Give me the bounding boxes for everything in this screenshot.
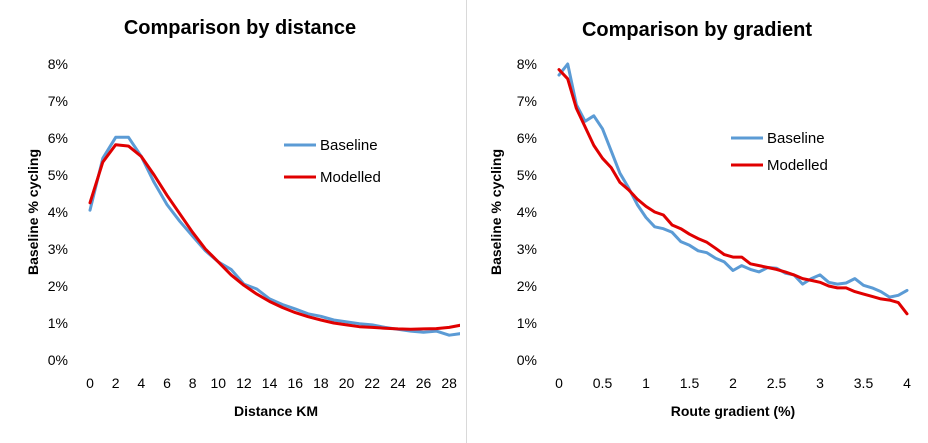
chart-title: Comparison by distance <box>124 17 356 39</box>
x-tick-label: 14 <box>262 375 278 391</box>
y-tick-label: 2% <box>517 278 537 294</box>
x-tick-label: 1 <box>642 375 650 391</box>
series-line-modelled <box>557 68 909 316</box>
y-tick-label: 2% <box>48 278 68 294</box>
y-tick-label: 8% <box>48 56 68 72</box>
y-tick-label: 0% <box>48 352 68 368</box>
x-tick-label: 8 <box>189 375 197 391</box>
y-tick-label: 5% <box>517 167 537 183</box>
gradient-chart: Comparison by gradient 0% 1% 2% 3% 4% 5% 6% 7% 8%… <box>488 19 911 419</box>
x-tick-label: 26 <box>416 375 432 391</box>
x-tick-label: 20 <box>339 375 355 391</box>
x-tick-label: 4 <box>903 375 911 391</box>
x-tick-label: 6 <box>163 375 171 391</box>
series-line-baseline <box>557 62 909 299</box>
distance-chart: Comparison by distance 0% 1% 2% 3% 4% 5% 6% 7% 8%… <box>25 17 460 419</box>
chart-panel-distance: Comparison by distance 0% 1% 2% 3% 4% 5% 6% 7% 8%… <box>0 0 460 443</box>
x-tick-label: 4 <box>137 375 145 391</box>
series-line-modelled <box>88 143 460 331</box>
y-tick-label: 7% <box>517 93 537 109</box>
y-tick-label: 4% <box>48 204 68 220</box>
x-tick-label: 24 <box>390 375 406 391</box>
y-axis-title: Baseline % cycling <box>488 149 504 275</box>
y-tick-label: 5% <box>48 167 68 183</box>
y-tick-label: 0% <box>517 352 537 368</box>
x-tick-label: 22 <box>364 375 380 391</box>
x-tick-label: 28 <box>441 375 457 391</box>
x-tick-label: 16 <box>287 375 303 391</box>
y-axis-title: Baseline % cycling <box>25 149 41 275</box>
x-tick-label: 18 <box>313 375 329 391</box>
x-tick-label: 0 <box>86 375 94 391</box>
legend-label-modelled: Modelled <box>767 157 828 174</box>
x-tick-label: 2 <box>729 375 737 391</box>
y-tick-label: 3% <box>48 241 68 257</box>
legend-label-modelled: Modelled <box>320 169 381 186</box>
y-tick-label: 8% <box>517 56 537 72</box>
chart-title: Comparison by gradient <box>582 19 812 41</box>
x-axis-title: Distance KM <box>234 403 318 419</box>
legend-label-baseline: Baseline <box>320 137 378 154</box>
y-tick-label: 6% <box>48 130 68 146</box>
y-tick-label: 7% <box>48 93 68 109</box>
x-tick-label: 0.5 <box>593 375 613 391</box>
x-tick-label: 10 <box>210 375 226 391</box>
y-tick-label: 4% <box>517 204 537 220</box>
x-tick-label: 3.5 <box>854 375 874 391</box>
legend-label-baseline: Baseline <box>767 130 825 147</box>
x-tick-label: 3 <box>816 375 824 391</box>
legend: Baseline Modelled <box>731 130 828 174</box>
y-tick-label: 3% <box>517 241 537 257</box>
x-tick-label: 0 <box>555 375 563 391</box>
y-tick-label: 6% <box>517 130 537 146</box>
chart-panel-gradient: Comparison by gradient 0% 1% 2% 3% 4% 5% 6% 7% 8%… <box>466 0 928 443</box>
y-tick-label: 1% <box>517 315 537 331</box>
x-tick-label: 2.5 <box>767 375 787 391</box>
x-tick-label: 2 <box>112 375 120 391</box>
y-tick-label: 1% <box>48 315 68 331</box>
x-tick-label: 1.5 <box>680 375 700 391</box>
x-tick-label: 12 <box>236 375 252 391</box>
x-axis-title: Route gradient (%) <box>671 403 795 419</box>
legend: Baseline Modelled <box>284 137 381 186</box>
